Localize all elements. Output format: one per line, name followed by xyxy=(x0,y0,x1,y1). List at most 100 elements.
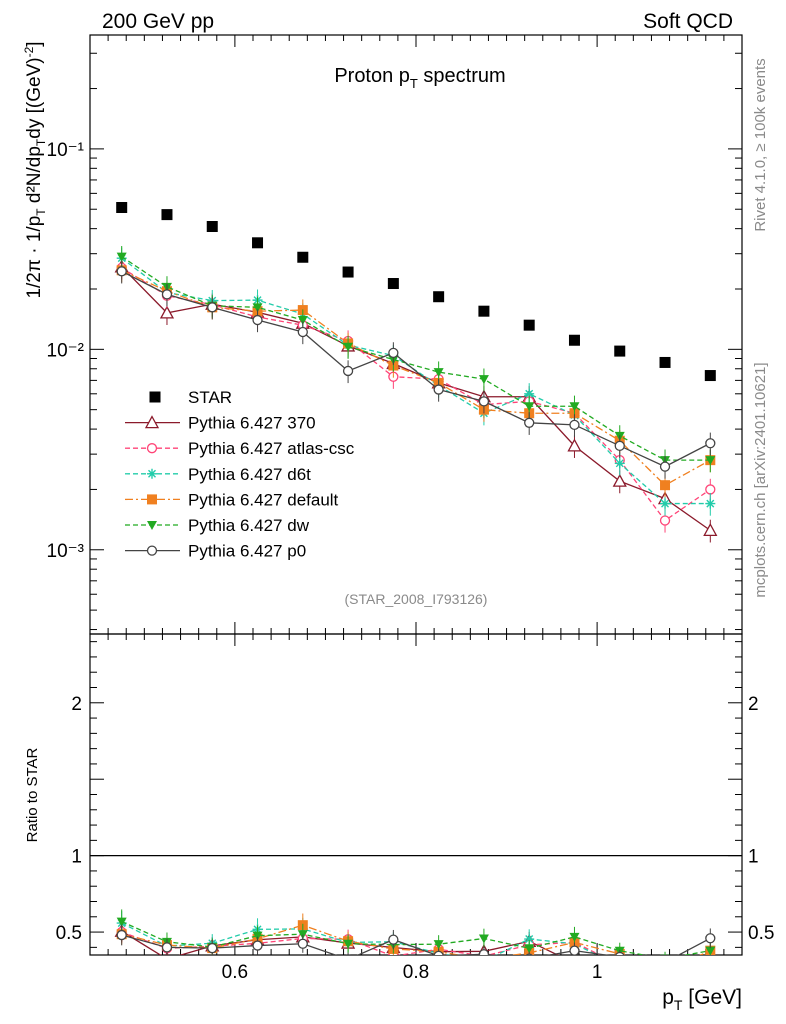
data-point xyxy=(159,305,175,319)
ratio-point xyxy=(705,933,716,944)
ratio-tick-label-left: 2 xyxy=(71,694,82,715)
legend-marker xyxy=(146,443,158,454)
ratio-point xyxy=(161,942,173,953)
legend-marker xyxy=(146,545,158,556)
legend-entry-1: Pythia 6.427 370 xyxy=(125,414,316,433)
ratio-point xyxy=(615,961,625,971)
legend-entry-5: Pythia 6.427 dw xyxy=(125,516,310,535)
data-point xyxy=(433,368,444,378)
legend-label: STAR xyxy=(188,388,232,407)
series-line xyxy=(121,270,711,468)
data-point xyxy=(705,484,716,495)
data-point xyxy=(614,440,625,451)
legend-marker xyxy=(147,494,157,505)
data-point xyxy=(388,347,399,359)
y-axis-label: 1/2π · 1/pT d²N/dpTdy [(GeV)-2] xyxy=(22,41,48,298)
series-line xyxy=(121,267,711,522)
data-point xyxy=(342,365,354,377)
ratio-point xyxy=(116,917,127,927)
legend-entry-3: Pythia 6.427 d6t xyxy=(125,465,311,484)
legend-marker xyxy=(147,521,157,530)
data-point xyxy=(569,402,580,412)
star-data-point xyxy=(704,370,716,382)
ratio-point xyxy=(661,958,670,967)
star-data-point xyxy=(659,356,671,368)
data-point xyxy=(343,342,354,352)
ratio-point xyxy=(659,971,671,982)
data-point xyxy=(116,266,127,277)
data-point xyxy=(659,515,671,526)
data-point xyxy=(116,252,127,262)
data-point xyxy=(567,438,582,452)
legend-label: Pythia 6.427 default xyxy=(188,490,339,509)
ratio-tick-label-right: 1 xyxy=(748,847,759,868)
data-point xyxy=(705,456,716,466)
legend-label: Pythia 6.427 p0 xyxy=(188,542,306,561)
data-point xyxy=(660,480,671,491)
ratio-line xyxy=(121,931,602,955)
svg-text:1/2π · 1/pT d²N/dpTdy [(GeV)-2: 1/2π · 1/pT d²N/dpTdy [(GeV)-2] xyxy=(22,41,48,298)
ratio-point xyxy=(433,950,444,955)
star-data-point xyxy=(614,345,626,357)
analysis-label: (STAR_2008_I793126) xyxy=(345,591,488,607)
legend-entry-4: Pythia 6.427 default xyxy=(125,490,339,509)
data-point xyxy=(524,388,535,399)
ratio-series-6 xyxy=(116,924,716,967)
data-point xyxy=(478,375,489,385)
ratio-point xyxy=(660,954,671,955)
data-point xyxy=(524,417,535,428)
star-data-point xyxy=(342,266,354,278)
chart-title: Proton pT spectrum xyxy=(334,65,505,91)
star-data-point xyxy=(116,202,128,214)
ratio-line xyxy=(121,934,711,955)
star-data-point xyxy=(568,334,580,346)
data-point xyxy=(478,396,490,407)
legend-label: Pythia 6.427 dw xyxy=(188,516,310,535)
ratio-point xyxy=(297,938,308,949)
star-data-point xyxy=(252,237,264,249)
ratio-point xyxy=(478,954,489,955)
series-6 xyxy=(116,260,716,479)
data-point xyxy=(569,419,580,430)
ratio-point xyxy=(433,940,444,950)
data-point xyxy=(207,302,218,313)
ratio-point xyxy=(615,951,625,955)
ratio-y-axis-label: Ratio to STAR xyxy=(24,747,41,842)
star-data-point xyxy=(206,221,218,233)
star-data-point xyxy=(387,278,399,290)
legend-marker xyxy=(149,391,161,403)
star-data-point xyxy=(523,319,535,331)
series-line xyxy=(121,266,711,531)
ratio-point xyxy=(343,939,354,949)
data-point xyxy=(433,384,444,395)
ratio-point xyxy=(705,946,716,955)
ratio-point xyxy=(116,929,127,941)
ratio-point xyxy=(478,949,490,955)
ratio-line xyxy=(121,924,711,955)
ratio-point xyxy=(705,968,715,978)
data-point xyxy=(660,498,671,509)
data-point xyxy=(252,303,263,313)
data-point xyxy=(297,316,308,326)
legend-marker xyxy=(147,468,157,479)
data-point xyxy=(161,289,173,300)
series-line xyxy=(121,269,711,486)
ratio-point xyxy=(345,954,351,955)
legend-entry-2: Pythia 6.427 atlas-csc xyxy=(125,439,355,458)
ratio-tick-label-left: 1 xyxy=(71,847,82,868)
data-point xyxy=(705,438,716,449)
data-point xyxy=(252,314,263,326)
legend-label: Pythia 6.427 d6t xyxy=(188,465,311,484)
legend-entry-6: Pythia 6.427 p0 xyxy=(125,542,306,561)
ratio-tick-label-right: 0.5 xyxy=(748,923,774,944)
data-point xyxy=(614,458,625,469)
legend-marker xyxy=(144,415,160,429)
ratio-line xyxy=(121,930,560,955)
rivet-version-text: Rivet 4.1.0, ≥ 100k events xyxy=(752,58,769,231)
x-axis-label: pT [GeV] xyxy=(662,986,742,1013)
data-point xyxy=(659,461,671,472)
y-tick-label: 10⁻³ xyxy=(47,541,85,562)
ratio-point xyxy=(252,931,263,941)
x-tick-label: 1 xyxy=(592,962,603,983)
ratio-point xyxy=(525,953,533,955)
